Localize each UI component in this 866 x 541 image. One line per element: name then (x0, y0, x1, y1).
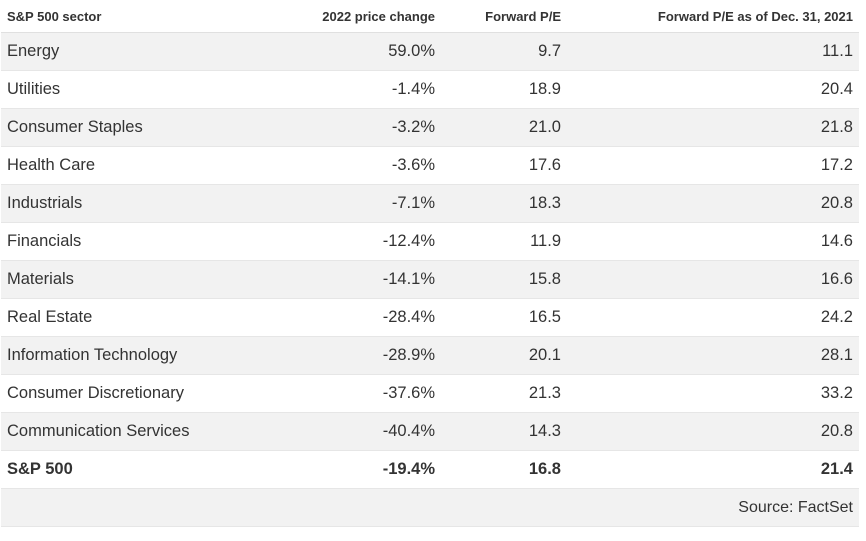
table-row: Health Care -3.6% 17.6 17.2 (1, 146, 859, 185)
total-sector: S&P 500 (1, 450, 246, 489)
sector-pe-table-container: S&P 500 sector 2022 price change Forward… (1, 0, 859, 527)
cell-price-change: -1.4% (246, 70, 441, 109)
cell-forward-pe: 20.1 (441, 336, 567, 375)
cell-price-change: -40.4% (246, 412, 441, 451)
cell-forward-pe-2021: 14.6 (567, 222, 859, 261)
table-row: Financials -12.4% 11.9 14.6 (1, 222, 859, 261)
total-price-change: -19.4% (246, 450, 441, 489)
cell-forward-pe-2021: 20.8 (567, 184, 859, 223)
cell-forward-pe: 15.8 (441, 260, 567, 299)
table-row: Real Estate -28.4% 16.5 24.2 (1, 298, 859, 337)
cell-sector: Utilities (1, 70, 246, 109)
source-note: Source: FactSet (1, 488, 859, 527)
table-footer: S&P 500 -19.4% 16.8 21.4 Source: FactSet (1, 450, 859, 527)
table-row: Consumer Discretionary -37.6% 21.3 33.2 (1, 374, 859, 413)
header-sector: S&P 500 sector (1, 0, 246, 33)
cell-forward-pe-2021: 17.2 (567, 146, 859, 185)
cell-sector: Information Technology (1, 336, 246, 375)
cell-price-change: -7.1% (246, 184, 441, 223)
cell-price-change: -37.6% (246, 374, 441, 413)
cell-sector: Materials (1, 260, 246, 299)
cell-forward-pe: 18.9 (441, 70, 567, 109)
cell-sector: Consumer Staples (1, 108, 246, 147)
cell-forward-pe-2021: 11.1 (567, 32, 859, 71)
table-row: Energy 59.0% 9.7 11.1 (1, 32, 859, 71)
cell-forward-pe-2021: 28.1 (567, 336, 859, 375)
table-body: Energy 59.0% 9.7 11.1 Utilities -1.4% 18… (1, 32, 859, 451)
cell-price-change: 59.0% (246, 32, 441, 71)
cell-forward-pe-2021: 21.8 (567, 108, 859, 147)
header-forward-pe-2021: Forward P/E as of Dec. 31, 2021 (567, 0, 859, 33)
cell-forward-pe: 16.5 (441, 298, 567, 337)
table-row: Information Technology -28.9% 20.1 28.1 (1, 336, 859, 375)
header-forward-pe: Forward P/E (441, 0, 567, 33)
cell-sector: Energy (1, 32, 246, 71)
cell-forward-pe: 17.6 (441, 146, 567, 185)
cell-price-change: -28.9% (246, 336, 441, 375)
cell-price-change: -28.4% (246, 298, 441, 337)
cell-forward-pe: 9.7 (441, 32, 567, 71)
cell-price-change: -3.2% (246, 108, 441, 147)
sector-pe-table: S&P 500 sector 2022 price change Forward… (1, 0, 859, 527)
total-forward-pe: 16.8 (441, 450, 567, 489)
cell-sector: Real Estate (1, 298, 246, 337)
cell-forward-pe: 21.3 (441, 374, 567, 413)
cell-forward-pe: 14.3 (441, 412, 567, 451)
total-forward-pe-2021: 21.4 (567, 450, 859, 489)
cell-sector: Health Care (1, 146, 246, 185)
table-row: Consumer Staples -3.2% 21.0 21.8 (1, 108, 859, 147)
cell-forward-pe-2021: 20.8 (567, 412, 859, 451)
table-row: Materials -14.1% 15.8 16.6 (1, 260, 859, 299)
cell-forward-pe: 21.0 (441, 108, 567, 147)
cell-sector: Communication Services (1, 412, 246, 451)
cell-forward-pe: 18.3 (441, 184, 567, 223)
table-row: Communication Services -40.4% 14.3 20.8 (1, 412, 859, 451)
cell-forward-pe-2021: 33.2 (567, 374, 859, 413)
cell-forward-pe-2021: 20.4 (567, 70, 859, 109)
cell-sector: Industrials (1, 184, 246, 223)
source-row: Source: FactSet (1, 488, 859, 527)
table-row: Utilities -1.4% 18.9 20.4 (1, 70, 859, 109)
cell-forward-pe-2021: 24.2 (567, 298, 859, 337)
cell-sector: Consumer Discretionary (1, 374, 246, 413)
total-row: S&P 500 -19.4% 16.8 21.4 (1, 450, 859, 489)
cell-price-change: -3.6% (246, 146, 441, 185)
cell-price-change: -14.1% (246, 260, 441, 299)
cell-sector: Financials (1, 222, 246, 261)
cell-forward-pe: 11.9 (441, 222, 567, 261)
header-price-change: 2022 price change (246, 0, 441, 33)
cell-price-change: -12.4% (246, 222, 441, 261)
table-header: S&P 500 sector 2022 price change Forward… (1, 0, 859, 33)
table-row: Industrials -7.1% 18.3 20.8 (1, 184, 859, 223)
header-row: S&P 500 sector 2022 price change Forward… (1, 0, 859, 33)
cell-forward-pe-2021: 16.6 (567, 260, 859, 299)
